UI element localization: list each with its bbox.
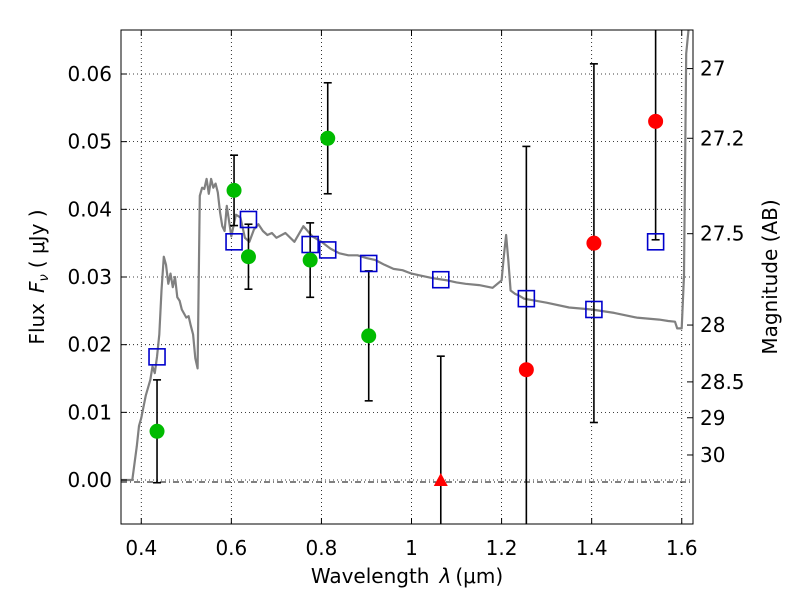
ir-flux-point [586, 235, 602, 251]
ir-flux-point [518, 362, 534, 378]
model-spectrum-layer [121, 30, 690, 482]
x-tick-label: 1 [405, 536, 418, 560]
y2-tick-label: 28 [700, 313, 725, 337]
y-tick-label: 0.00 [67, 468, 112, 492]
model-flux-square [431, 270, 450, 289]
model-sed-line [121, 30, 690, 482]
y-tick-label: 0.06 [67, 62, 112, 86]
model-flux-square [585, 300, 603, 319]
model-flux-square [646, 233, 665, 251]
data-markers-layer [148, 30, 665, 524]
upper-limit-triangle [433, 473, 448, 487]
model-flux-square [359, 254, 378, 273]
plot-frame [120, 29, 694, 525]
ir-flux-point [648, 113, 664, 129]
model-flux-square [301, 235, 319, 254]
optical-flux-point [149, 423, 165, 439]
x-tick-label: 0.4 [125, 536, 157, 560]
y-tick-label: 0.03 [67, 265, 112, 289]
optical-flux-point [361, 328, 377, 344]
y-axis-label: FluxFν( μJy ) [25, 209, 52, 344]
model-flux-square [318, 241, 337, 259]
x-tick-label: 1.6 [666, 536, 698, 560]
x-tick-label: 0.6 [215, 536, 247, 560]
grid [121, 30, 693, 524]
axis-ticks: 0.4 0.6 0.8 1 1.2 1.4 1.6 0.00 0.01 0.02 0.03 0.04 0… [67, 30, 745, 560]
optical-flux-point [320, 130, 336, 146]
model-flux-square [517, 289, 536, 308]
y-tick-label: 0.05 [67, 130, 112, 154]
x-tick-label: 1.2 [486, 536, 518, 560]
y2-tick-label: 27 [700, 57, 725, 81]
optical-flux-point [226, 182, 242, 198]
x-axis-label: Wavelength λ (μm) [311, 564, 503, 588]
y2-tick-label: 27.2 [700, 126, 745, 150]
y2-tick-label: 28.5 [700, 370, 745, 394]
model-flux-square [148, 348, 166, 366]
y-tick-label: 0.04 [67, 197, 112, 221]
y2-tick-label: 27.5 [700, 222, 745, 246]
y-tick-label: 0.02 [67, 333, 112, 357]
model-flux-square [239, 210, 258, 229]
model-flux-square [225, 233, 243, 251]
y2-tick-label: 30 [700, 443, 725, 467]
optical-flux-point [240, 249, 256, 265]
y2-axis-label: Magnitude (AB) [758, 199, 782, 354]
x-tick-label: 0.8 [306, 536, 338, 560]
y-tick-label: 0.01 [67, 400, 112, 424]
x-tick-label: 1.4 [576, 536, 608, 560]
y2-tick-label: 29 [700, 406, 725, 430]
optical-flux-point [302, 252, 318, 268]
